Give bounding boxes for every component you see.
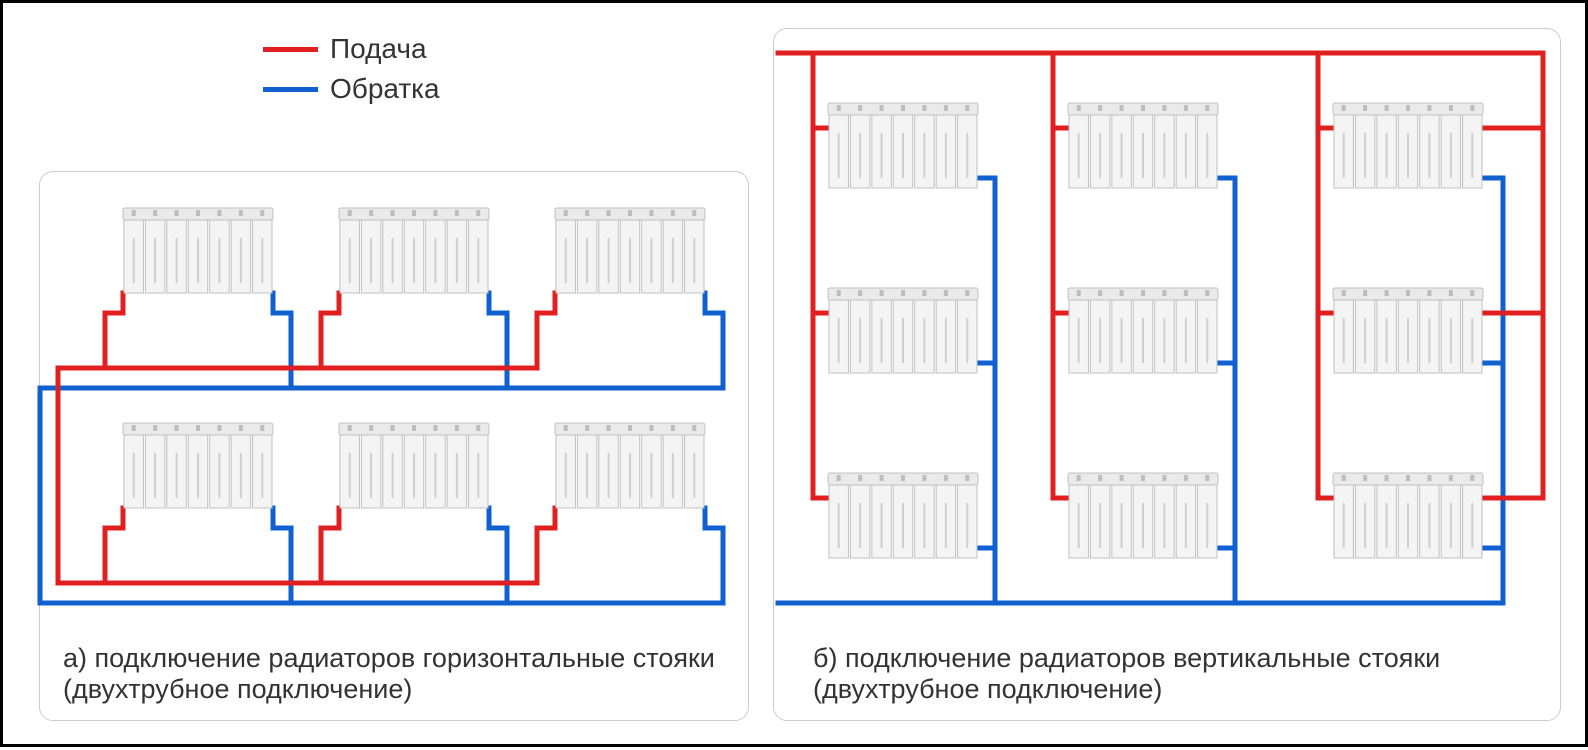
radiator-icon — [828, 288, 978, 373]
pipe — [40, 293, 723, 388]
radiator-icon — [828, 473, 978, 558]
radiator-icon — [555, 208, 705, 293]
radiator-icon — [1068, 473, 1218, 558]
radiator-icon — [1333, 288, 1483, 373]
radiator-icon — [1068, 288, 1218, 373]
pipe — [40, 293, 291, 388]
pipe — [58, 508, 123, 583]
radiator-icon — [1068, 103, 1218, 188]
radiator-icon — [339, 423, 489, 508]
pipe — [58, 293, 555, 368]
radiator-icon — [555, 423, 705, 508]
radiator-icon — [123, 423, 273, 508]
pipe — [40, 508, 291, 603]
radiator-icon — [339, 208, 489, 293]
radiator-icon — [123, 208, 273, 293]
pipe — [40, 508, 723, 603]
pipe — [58, 508, 555, 583]
radiator-icon — [1333, 103, 1483, 188]
radiator-icon — [1333, 473, 1483, 558]
diagram-svg — [3, 3, 1588, 750]
radiator-icon — [828, 103, 978, 188]
pipe — [58, 293, 123, 368]
pipe — [58, 508, 339, 583]
pipe — [58, 293, 339, 368]
